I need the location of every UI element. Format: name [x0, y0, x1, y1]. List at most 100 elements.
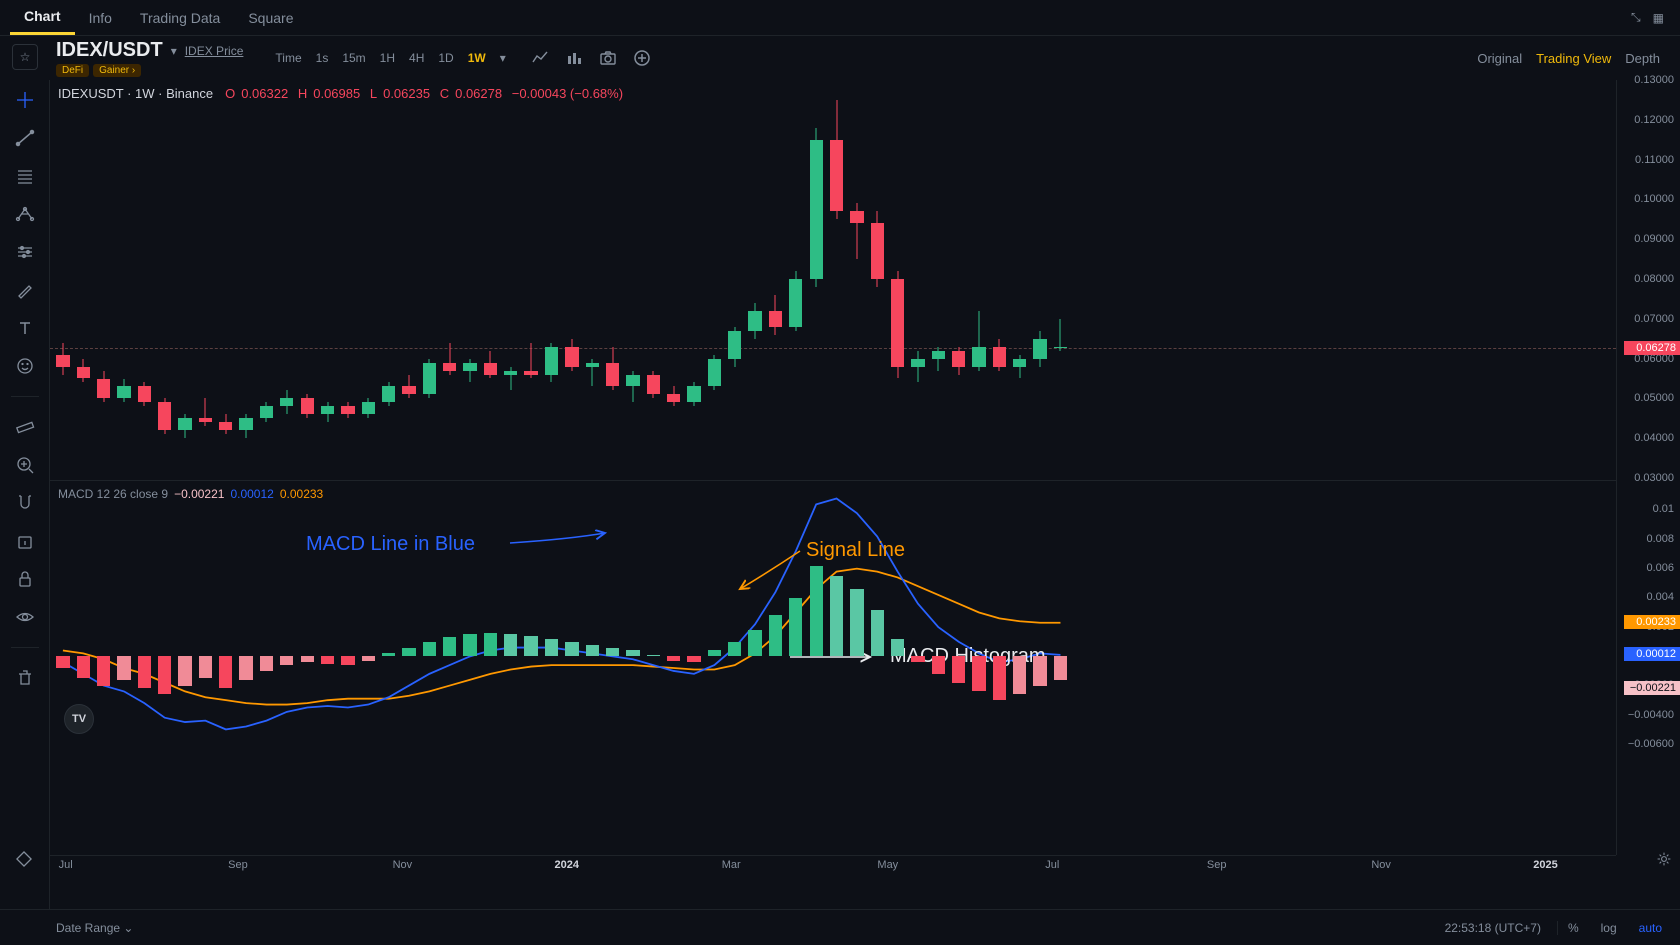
macd-hist-bar: [178, 656, 191, 685]
crosshair-icon[interactable]: [13, 88, 37, 112]
chart-type-icon[interactable]: [566, 50, 582, 66]
tradingview-badge[interactable]: TV: [64, 704, 94, 734]
badge-gainer[interactable]: Gainer: [93, 64, 141, 77]
clock-label: 22:53:18 (UTC+7): [1439, 921, 1547, 935]
tab-trading-data[interactable]: Trading Data: [126, 2, 234, 34]
x-tick-label: Sep: [1207, 859, 1227, 871]
candle: [321, 80, 334, 478]
goto-date-icon[interactable]: [14, 849, 34, 869]
macd-hist-bar: [1033, 656, 1046, 685]
annotation-signal: Signal Line: [806, 539, 905, 562]
tf-more-icon[interactable]: ▾: [500, 51, 506, 65]
tab-square[interactable]: Square: [234, 2, 307, 34]
text-icon[interactable]: [13, 316, 37, 340]
y-tick-label: 0.10000: [1634, 193, 1674, 205]
macd-hist-bar: [504, 634, 517, 656]
x-tick-label: Mar: [722, 859, 741, 871]
pitchfork-icon[interactable]: [13, 202, 37, 226]
macd-hist-bar: [280, 656, 293, 665]
macd-hist-bar: [626, 650, 639, 656]
brush-icon[interactable]: [13, 278, 37, 302]
x-tick-label: Jul: [1045, 859, 1059, 871]
candle: [524, 80, 537, 478]
tf-1d[interactable]: 1D: [438, 51, 453, 65]
settings-lines-icon[interactable]: [13, 240, 37, 264]
add-icon[interactable]: [634, 50, 650, 66]
trash-icon[interactable]: [13, 666, 37, 690]
axis-settings-icon[interactable]: [1654, 849, 1674, 869]
price-link[interactable]: IDEX Price: [185, 44, 244, 58]
x-tick-label: Sep: [228, 859, 248, 871]
snapshot-icon[interactable]: [600, 50, 616, 66]
y-tick-label: 0.05000: [1634, 392, 1674, 404]
candle: [341, 80, 354, 478]
log-button[interactable]: log: [1595, 921, 1623, 935]
macd-axis-tag: 0.00233: [1624, 615, 1680, 629]
grid-icon[interactable]: ▦: [1647, 7, 1670, 29]
pair-dropdown-icon[interactable]: ▾: [171, 44, 177, 58]
price-pane[interactable]: IDEXUSDT · 1W · Binance O0.06322 H0.0698…: [50, 80, 1616, 478]
lock-drawings-icon[interactable]: [13, 529, 37, 553]
fib-icon[interactable]: [13, 164, 37, 188]
macd-hist-bar: [647, 655, 660, 656]
magnet-icon[interactable]: [13, 491, 37, 515]
badge-defi[interactable]: DeFi: [56, 64, 89, 77]
candle: [402, 80, 415, 478]
macd-hist-bar: [911, 656, 924, 662]
ruler-icon[interactable]: [13, 415, 37, 439]
candle: [647, 80, 660, 478]
chart-panes[interactable]: IDEXUSDT · 1W · Binance O0.06322 H0.0698…: [50, 80, 1680, 855]
zoom-icon[interactable]: [13, 453, 37, 477]
macd-hist-bar: [993, 656, 1006, 700]
view-original[interactable]: Original: [1477, 51, 1522, 66]
macd-hist-bar: [891, 639, 904, 657]
tf-4h[interactable]: 4H: [409, 51, 424, 65]
y-tick-label: 0.03000: [1634, 472, 1674, 484]
x-tick-label: Nov: [1371, 859, 1391, 871]
favorite-star-button[interactable]: ☆: [12, 44, 38, 70]
macd-pane[interactable]: MACD 12 26 close 9 −0.00221 0.00012 0.00…: [50, 480, 1616, 744]
macd-hist-bar: [260, 656, 273, 671]
macd-hist-bar: [1054, 656, 1067, 679]
tf-1h[interactable]: 1H: [380, 51, 395, 65]
y-tick-label: 0.07000: [1634, 313, 1674, 325]
date-range-button[interactable]: Date Range ⌄: [50, 921, 139, 935]
candle: [728, 80, 741, 478]
eye-icon[interactable]: [13, 605, 37, 629]
lock-icon[interactable]: [13, 567, 37, 591]
y-axis[interactable]: 0.130000.120000.110000.100000.090000.080…: [1616, 80, 1680, 855]
tf-15m[interactable]: 15m: [342, 51, 365, 65]
tf-1w[interactable]: 1W: [468, 51, 486, 65]
macd-hist-bar: [301, 656, 314, 662]
macd-hist-bar: [97, 656, 110, 685]
indicators-icon[interactable]: [532, 50, 548, 66]
percent-button[interactable]: %: [1557, 921, 1585, 935]
macd-hist-bar: [158, 656, 171, 694]
timeframe-label: Time: [275, 51, 301, 65]
x-axis[interactable]: JulSepNov2024MarMayJulSepNov2025: [50, 855, 1616, 875]
candle: [138, 80, 151, 478]
macd-hist-bar: [321, 656, 334, 663]
emoji-icon[interactable]: [13, 354, 37, 378]
x-tick-label: May: [877, 859, 898, 871]
view-trading-view[interactable]: Trading View: [1536, 51, 1611, 66]
tf-1s[interactable]: 1s: [316, 51, 329, 65]
chart-header: IDEX/USDT ▾ IDEX Price DeFi Gainer Time …: [0, 36, 1680, 80]
auto-button[interactable]: auto: [1633, 921, 1668, 935]
view-depth[interactable]: Depth: [1625, 51, 1660, 66]
macd-hist-bar: [423, 642, 436, 657]
y-tick-label: −0.00600: [1628, 738, 1674, 750]
candle: [850, 80, 863, 478]
macd-hist-bar: [769, 615, 782, 656]
candle: [911, 80, 924, 478]
macd-hist-bar: [586, 645, 599, 657]
trend-line-icon[interactable]: [13, 126, 37, 150]
tab-chart[interactable]: Chart: [10, 0, 75, 35]
candle: [382, 80, 395, 478]
tab-info[interactable]: Info: [75, 2, 126, 34]
candle: [56, 80, 69, 478]
macd-hist-bar: [56, 656, 69, 668]
collapse-icon[interactable]: ⤡: [1625, 6, 1647, 29]
candle: [484, 80, 497, 478]
pair-symbol[interactable]: IDEX/USDT: [56, 39, 163, 62]
